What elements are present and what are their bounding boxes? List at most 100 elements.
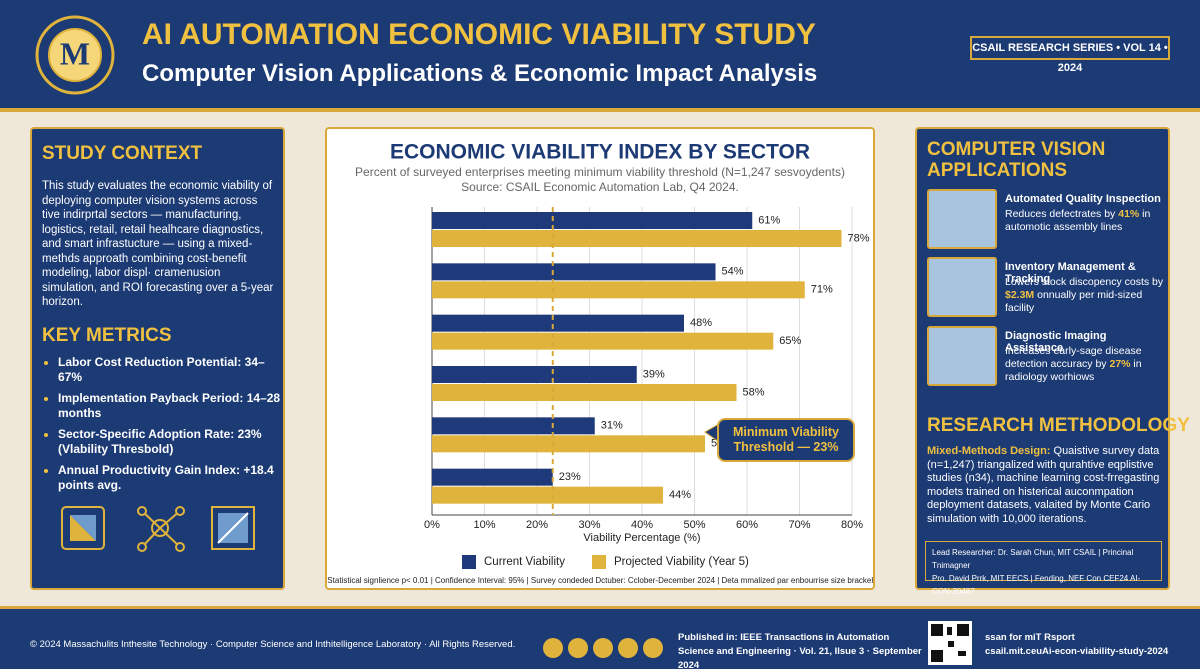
apps-heading: COMPUTER VISION APPLICATIONS xyxy=(927,139,1106,181)
text: Lowers stock discopency costs by xyxy=(1005,276,1164,288)
x-tick-label: 50% xyxy=(683,519,705,531)
x-tick-label: 60% xyxy=(736,519,758,531)
divider xyxy=(0,108,1200,112)
method-lead: Mixed-Methods Design: xyxy=(927,445,1051,457)
x-tick-label: 70% xyxy=(788,519,810,531)
metric: Sector-Specific Adoption Rate: 23% (Vlab… xyxy=(58,427,283,457)
metric: Implementation Payback Period: 14–28 mon… xyxy=(58,391,283,421)
value-label: 23% xyxy=(559,471,581,483)
app-body: Increases early-sage disease detection a… xyxy=(1005,345,1165,384)
method-body: Mixed-Methods Design: Quaistive survey d… xyxy=(927,445,1162,526)
value-label: 44% xyxy=(669,489,691,501)
metrics-heading: KEY METRICS xyxy=(42,325,172,346)
chart-title: ECONOMIC VIABILITY INDEX BY SECTOR xyxy=(390,141,810,164)
legend-swatch xyxy=(462,555,476,569)
bar xyxy=(432,314,684,332)
bar xyxy=(432,417,595,435)
bar xyxy=(432,468,553,486)
method-text: Quaistive survey data (n=1,247) triangal… xyxy=(927,445,1160,525)
credit: Pro. David Prrk, MIT EECS | Fending, NEF… xyxy=(932,574,1141,596)
app-icon xyxy=(927,257,997,317)
bar xyxy=(432,486,663,504)
text: Reduces defectrates by xyxy=(1005,208,1119,220)
app-title: Automated Quality Inspection xyxy=(1005,193,1161,205)
value-label: 39% xyxy=(643,368,665,380)
credit: Lead Researcher: Dr. Sarah Chun, MIT CSA… xyxy=(932,548,1134,570)
value-label: 58% xyxy=(743,386,765,398)
legend-swatch xyxy=(592,555,606,569)
app-body: Lowers stock discopency costs by $2.3M o… xyxy=(1005,276,1165,315)
app-icon xyxy=(927,326,997,386)
bar xyxy=(432,212,753,229)
title: AI AUTOMATION ECONOMIC VIABILITY STUDY xyxy=(142,18,816,51)
app-title: Diagnostic Imaging Assistance xyxy=(1005,330,1107,354)
app-body: Reduces defectrates by 41% in automotic … xyxy=(1005,208,1165,234)
value-label: 71% xyxy=(811,284,833,296)
header: M AI AUTOMATION ECONOMIC VIABILITY STUDY… xyxy=(0,0,1200,108)
bar xyxy=(432,230,842,247)
bar xyxy=(432,384,737,401)
chart: ECONOMIC VIABILITY INDEX BY SECTOR Perce… xyxy=(327,141,873,586)
left-panel: STUDY CONTEXT This study evaluates the e… xyxy=(30,127,285,590)
context-body: This study evaluates the economic viabil… xyxy=(42,180,274,308)
right-panel: COMPUTER VISION APPLICATIONS Automated Q… xyxy=(915,127,1190,596)
app-item: Inventory Management & Tracking Lowers st… xyxy=(927,257,1163,319)
context-heading: STUDY CONTEXT xyxy=(42,143,203,164)
scan-text: ssan for miT Rsport xyxy=(985,632,1075,643)
x-tick-label: 20% xyxy=(526,519,548,531)
footer: © 2024 Massachulits Inthesite Technology… xyxy=(0,606,1200,669)
value-label: 48% xyxy=(690,317,712,329)
social-icons xyxy=(543,638,663,658)
app-item: Automated Quality Inspection Reduces defe… xyxy=(927,189,1163,251)
qr-code xyxy=(928,621,972,665)
bar xyxy=(432,281,805,299)
legend-label: Current Viability xyxy=(484,556,565,568)
bar xyxy=(432,366,637,383)
bar xyxy=(432,332,774,350)
annotation: Minimum Viability Threshold — 23% xyxy=(717,418,855,462)
x-tick-label: 30% xyxy=(578,519,600,531)
published: Published in: IEEE Transactions in Autom… xyxy=(678,632,922,669)
footnote: * Statistical signlience p< 0.01 | Confi… xyxy=(327,576,873,585)
value-label: 65% xyxy=(779,335,801,347)
method-heading: RESEARCH METHODOLOGY xyxy=(927,415,1190,436)
chart-subtitle: Percent of surveyed enterprises meeting … xyxy=(355,165,845,179)
url: csail.mit.ceuAi-econ-viability-study-202… xyxy=(985,646,1169,657)
value-label: 54% xyxy=(722,266,744,278)
scan: ssan for miT Rsport csail.mit.ceuAi-econ-… xyxy=(985,631,1168,659)
logo-letter: M xyxy=(60,35,90,71)
text: Increases early-sage disease detection a… xyxy=(1005,345,1142,370)
value-label: 78% xyxy=(848,232,870,244)
x-tick-label: 80% xyxy=(841,519,863,531)
app-icon xyxy=(927,189,997,249)
chart-source: Source: CSAIL Economic Automation Lab, Q… xyxy=(461,180,739,194)
subtitle: Computer Vision Applications & Economic … xyxy=(142,60,818,87)
bar xyxy=(432,263,716,281)
highlight: 27% xyxy=(1109,358,1131,370)
x-tick-label: 0% xyxy=(424,519,440,531)
x-tick-label: 40% xyxy=(631,519,653,531)
highlight: 41% xyxy=(1118,208,1140,220)
logo: M xyxy=(35,15,115,95)
chart-panel: ECONOMIC VIABILITY INDEX BY SECTOR Perce… xyxy=(325,127,875,590)
icons xyxy=(61,506,255,552)
value-label: 31% xyxy=(601,420,623,432)
bar xyxy=(432,435,705,453)
text: in radiology worhiows xyxy=(1005,358,1142,383)
metric: Annual Productivity Gain Index: +18.4 po… xyxy=(58,463,283,493)
text: in automotic assembly lines xyxy=(1005,208,1151,233)
value-label: 61% xyxy=(758,214,780,226)
credits: Lead Researcher: Dr. Sarah Chun, MIT CSA… xyxy=(925,541,1162,596)
x-tick-label: 10% xyxy=(473,519,495,531)
copyright: © 2024 Massachulits Inthesite Technology… xyxy=(30,639,516,650)
app-title: Inventory Management & Tracking xyxy=(1005,261,1136,285)
series-badge: CSAIL RESEARCH SERIES • VOL 14 • 2024 xyxy=(970,36,1170,74)
app-item: Diagnostic Imaging Assistance Increases e… xyxy=(927,326,1163,388)
text: onnually per mid-sized facility xyxy=(1005,289,1143,314)
legend-label: Projected Viability (Year 5) xyxy=(614,556,749,568)
metric: Labor Cost Reduction Potential: 34–67% xyxy=(58,355,283,385)
metrics-list: Labor Cost Reduction Potential: 34–67% I… xyxy=(42,355,283,499)
highlight: $2.3M xyxy=(1005,289,1035,301)
x-axis-label: Viability Percentage (%) xyxy=(583,532,700,544)
